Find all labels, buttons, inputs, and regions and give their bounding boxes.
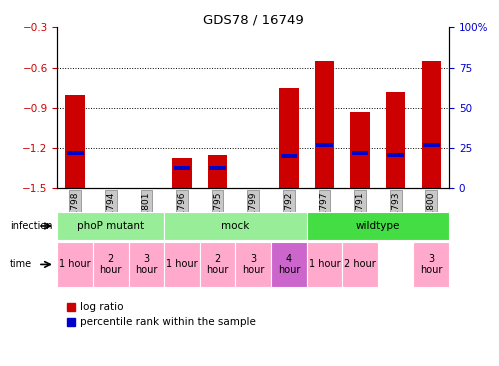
Bar [352,151,368,155]
Bar [172,158,192,188]
Bar [316,143,333,147]
Bar [93,242,129,287]
Text: mock: mock [221,221,250,231]
Bar [208,155,228,188]
Text: infection: infection [10,221,52,231]
Bar [67,151,83,155]
Bar [279,88,298,188]
Bar [414,242,449,287]
Text: 2
hour: 2 hour [100,254,122,275]
Bar [164,242,200,287]
Title: GDS78 / 16749: GDS78 / 16749 [203,13,303,26]
Bar [209,165,226,169]
Bar [164,212,307,240]
Bar [350,112,370,188]
Bar [423,143,440,147]
Bar [271,242,307,287]
Text: 1 hour: 1 hour [309,259,340,269]
Text: 2 hour: 2 hour [344,259,376,269]
Bar [236,242,271,287]
Text: phoP mutant: phoP mutant [77,221,144,231]
Text: 1 hour: 1 hour [166,259,198,269]
Text: 3
hour: 3 hour [420,254,443,275]
Bar [174,165,190,169]
Text: 3
hour: 3 hour [135,254,158,275]
Bar [422,61,441,188]
Bar [200,242,236,287]
Bar [315,61,334,188]
Bar [386,92,406,188]
Text: wildtype: wildtype [356,221,400,231]
Bar [342,242,378,287]
Text: 2
hour: 2 hour [207,254,229,275]
Bar [307,212,449,240]
Bar [57,212,164,240]
Legend: log ratio, percentile rank within the sample: log ratio, percentile rank within the sa… [62,298,260,332]
Bar [129,242,164,287]
Text: 3
hour: 3 hour [242,254,264,275]
Text: 1 hour: 1 hour [59,259,91,269]
Bar [307,242,342,287]
Bar [65,94,85,188]
Text: time: time [10,259,32,269]
Bar [57,242,93,287]
Bar [387,153,404,157]
Text: 4
hour: 4 hour [277,254,300,275]
Bar [280,154,297,158]
